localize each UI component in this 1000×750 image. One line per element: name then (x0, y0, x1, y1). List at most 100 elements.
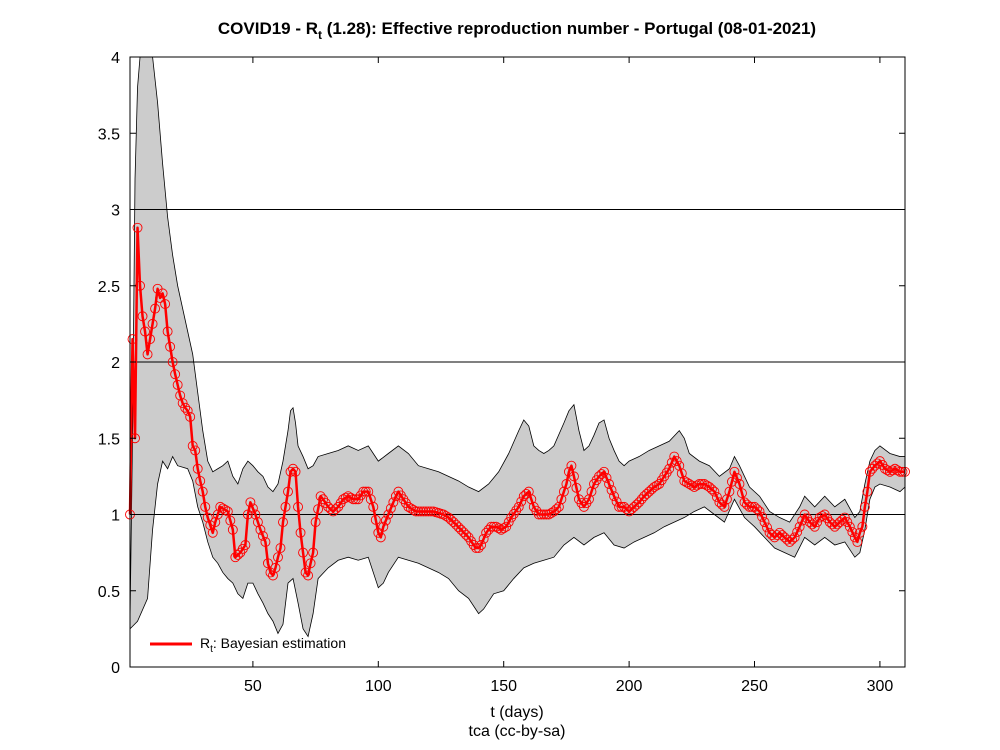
axis-ticks: 50 100 150 200 250 300 0 0.5 1 1.5 2 2.5 3 3.5 4 (98, 50, 905, 695)
rt-point (609, 491, 620, 502)
rt-point (415, 506, 426, 517)
rt-point (493, 523, 504, 534)
rt-point (438, 509, 449, 520)
rt-point (533, 509, 544, 520)
rt-series (125, 222, 910, 581)
rt-point (892, 465, 903, 476)
rt-point (217, 503, 228, 514)
rt-point (295, 527, 306, 538)
rt-point (511, 505, 522, 516)
rt-point (170, 369, 181, 380)
rt-point (887, 465, 898, 476)
rt-point (488, 521, 499, 532)
rt-point (240, 540, 251, 550)
rt-point (566, 460, 577, 471)
rt-point (180, 402, 191, 413)
rt-point (543, 509, 554, 520)
rt-point (220, 504, 231, 515)
rt-point (636, 494, 647, 505)
rt-point (456, 524, 467, 535)
rt-point (538, 509, 549, 520)
rt-point (358, 486, 369, 497)
rt-point (782, 534, 793, 545)
rt-point (568, 471, 579, 482)
rt-point (606, 485, 617, 496)
rt-point (157, 288, 168, 299)
y-tick-label: 3 (111, 203, 120, 220)
rt-point (360, 486, 371, 497)
rt-point (363, 486, 374, 497)
rt-point (175, 390, 186, 401)
rt-point (343, 491, 354, 502)
rt-point (172, 379, 183, 390)
rt-point (601, 472, 612, 483)
rt-point (536, 509, 547, 520)
rt-point (215, 501, 226, 512)
rt-point (789, 532, 800, 543)
rt-point (247, 503, 258, 514)
rt-point (257, 530, 268, 541)
y-tick-label: 1 (111, 508, 120, 525)
rt-point (200, 501, 211, 512)
rt-point (734, 479, 745, 489)
rt-point (897, 466, 908, 477)
rt-point (506, 512, 517, 523)
rt-point (521, 488, 532, 499)
rt-point (651, 480, 662, 491)
rt-point (501, 521, 512, 532)
rt-point (689, 482, 700, 492)
rt-point (167, 357, 178, 367)
rt-point (546, 508, 557, 518)
rt-point (596, 469, 607, 480)
rt-point (724, 486, 735, 497)
rt-point (473, 543, 484, 553)
band-lower-edge (129, 455, 906, 638)
rt-point (476, 540, 487, 550)
rt-point (293, 501, 303, 512)
rt-point (486, 521, 497, 532)
chart-title: COVID19 - Rt (1.28): Effective reproduct… (218, 19, 816, 42)
rt-point (872, 458, 883, 469)
rt-point (207, 527, 218, 538)
rt-point (132, 222, 143, 233)
rt-point (145, 334, 156, 345)
rt-point (298, 547, 309, 558)
rt-point (260, 537, 271, 547)
rt-point (513, 501, 524, 512)
rt-point (370, 514, 381, 525)
rt-point (232, 549, 243, 560)
rt-point (242, 509, 253, 520)
rt-point (732, 472, 742, 483)
rt-point (634, 497, 645, 508)
rt-point (561, 479, 572, 489)
rt-point (792, 527, 803, 537)
y-tick-label: 3.5 (98, 126, 120, 143)
rt-point (496, 524, 507, 535)
rt-point (262, 558, 273, 569)
rt-point (310, 517, 321, 528)
rt-point (669, 451, 680, 462)
rt-point (448, 517, 459, 528)
rt-point (468, 540, 479, 550)
rt-point (676, 468, 687, 479)
rt-point (852, 537, 863, 547)
rt-point (403, 501, 414, 512)
rt-point (192, 463, 203, 474)
rt-point (187, 440, 198, 451)
rt-point (754, 506, 765, 517)
rt-point (441, 511, 451, 521)
rt-point (373, 527, 384, 538)
rt-point (747, 501, 757, 512)
rt-point (408, 504, 419, 515)
rt-point (767, 530, 778, 541)
rt-point (553, 501, 564, 512)
rt-point (471, 543, 482, 553)
rt-point (197, 486, 208, 497)
rt-point (807, 519, 818, 530)
x-tick-label: 300 (867, 678, 894, 695)
rt-point (649, 482, 660, 492)
rt-point (380, 515, 391, 526)
rt-point (847, 527, 858, 537)
rt-point (280, 501, 291, 512)
rt-point (709, 486, 720, 497)
